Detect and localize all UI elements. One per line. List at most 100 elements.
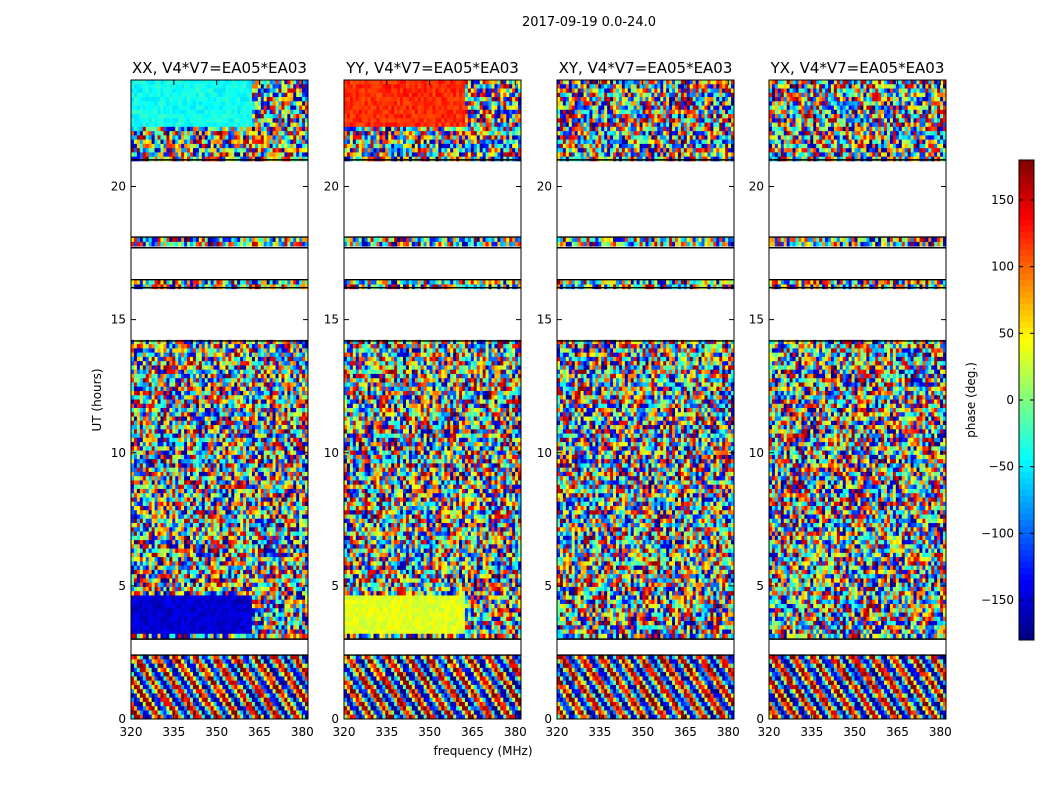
colorbar-segment	[1019, 310, 1034, 317]
colorbar-segment	[1019, 214, 1034, 221]
y-tick-label: 5	[331, 579, 339, 593]
colorbar-segment	[1019, 544, 1034, 551]
y-tick-label: 10	[749, 446, 764, 460]
heatmap-cells	[557, 80, 734, 719]
colorbar-segment	[1019, 610, 1034, 617]
colorbar-segment	[1019, 202, 1034, 209]
colorbar-segment	[1019, 280, 1034, 287]
x-tick-label: 350	[631, 725, 654, 739]
colorbar-segment	[1019, 298, 1034, 305]
colorbar-segment	[1019, 592, 1034, 599]
colorbar-segment	[1019, 496, 1034, 503]
x-axis-label: frequency (MHz)	[433, 744, 532, 758]
colorbar-segment	[1019, 340, 1034, 347]
colorbar-segment	[1019, 616, 1034, 623]
colorbar-segment	[1019, 628, 1034, 635]
colorbar-segment	[1019, 376, 1034, 383]
colorbar-tick-label: −100	[981, 526, 1014, 540]
x-tick-label: 320	[120, 725, 143, 739]
y-tick-label: 20	[537, 180, 552, 194]
colorbar-segment	[1019, 358, 1034, 365]
colorbar-segment	[1019, 172, 1034, 179]
colorbar-segment	[1019, 526, 1034, 533]
colorbar-tick-label: −150	[981, 593, 1014, 607]
colorbar-tick-label: 150	[991, 193, 1014, 207]
colorbar-segment	[1019, 190, 1034, 197]
y-tick-label: 10	[111, 446, 126, 460]
colorbar-segment	[1019, 322, 1034, 329]
colorbar-segment	[1019, 454, 1034, 461]
x-tick-label: 335	[375, 725, 398, 739]
y-tick-label: 0	[331, 712, 339, 726]
colorbar-segment	[1019, 220, 1034, 227]
colorbar-segment	[1019, 304, 1034, 311]
x-tick-label: 350	[418, 725, 441, 739]
colorbar-segment	[1019, 346, 1034, 353]
colorbar-segment	[1019, 586, 1034, 593]
y-tick-label: 0	[756, 712, 764, 726]
colorbar-segment	[1019, 502, 1034, 509]
x-tick-label: 335	[800, 725, 823, 739]
x-tick-label: 365	[248, 725, 271, 739]
colorbar-segment	[1019, 436, 1034, 443]
colorbar-segment	[1019, 262, 1034, 269]
y-tick-label: 5	[756, 579, 764, 593]
colorbar-segment	[1019, 292, 1034, 299]
x-tick-label: 335	[588, 725, 611, 739]
x-tick-label: 350	[205, 725, 228, 739]
colorbar-label: phase (deg.)	[964, 362, 978, 438]
panel-title: YX, V4*V7=EA05*EA03	[770, 59, 945, 77]
colorbar-segment	[1019, 232, 1034, 239]
colorbar-segment	[1019, 514, 1034, 521]
colorbar-segment	[1019, 418, 1034, 425]
colorbar-segment	[1019, 550, 1034, 557]
colorbar-segment	[1019, 244, 1034, 251]
colorbar-segment	[1019, 382, 1034, 389]
figure-title: 2017-09-19 0.0-24.0	[522, 15, 656, 30]
colorbar-segment	[1019, 490, 1034, 497]
y-tick-label: 0	[544, 712, 552, 726]
colorbar-segment	[1019, 226, 1034, 233]
x-tick-label: 320	[333, 725, 356, 739]
heatmap-cells	[344, 80, 521, 719]
x-tick-label: 380	[717, 725, 740, 739]
colorbar-segment	[1019, 160, 1034, 167]
x-tick-label: 380	[504, 725, 527, 739]
colorbar-segment	[1019, 598, 1034, 605]
colorbar-segment	[1019, 352, 1034, 359]
colorbar-segment	[1019, 574, 1034, 581]
y-tick-label: 5	[544, 579, 552, 593]
colorbar-segment	[1019, 412, 1034, 419]
colorbar-segment	[1019, 424, 1034, 431]
colorbar-segment	[1019, 430, 1034, 437]
y-tick-label: 10	[324, 446, 339, 460]
colorbar-segment	[1019, 166, 1034, 173]
x-tick-label: 320	[546, 725, 569, 739]
colorbar-segment	[1019, 484, 1034, 491]
colorbar-segment	[1019, 256, 1034, 263]
colorbar-segment	[1019, 508, 1034, 515]
colorbar-segment	[1019, 178, 1034, 185]
x-tick-label: 365	[461, 725, 484, 739]
y-tick-label: 15	[324, 313, 339, 327]
y-axis-label: UT (hours)	[90, 368, 104, 431]
colorbar-segment	[1019, 268, 1034, 275]
colorbar-tick-label: 50	[999, 326, 1014, 340]
colorbar-segment	[1019, 388, 1034, 395]
colorbar-segment	[1019, 274, 1034, 281]
colorbar-segment	[1019, 442, 1034, 449]
heatmap-cells	[131, 80, 308, 719]
colorbar-segment	[1019, 316, 1034, 323]
y-tick-label: 0	[118, 712, 126, 726]
colorbar-tick-label: 0	[1006, 393, 1014, 407]
y-tick-label: 15	[537, 313, 552, 327]
colorbar-tick-label: 100	[991, 260, 1014, 274]
colorbar-segment	[1019, 208, 1034, 215]
x-tick-label: 380	[291, 725, 314, 739]
colorbar-segment	[1019, 184, 1034, 191]
